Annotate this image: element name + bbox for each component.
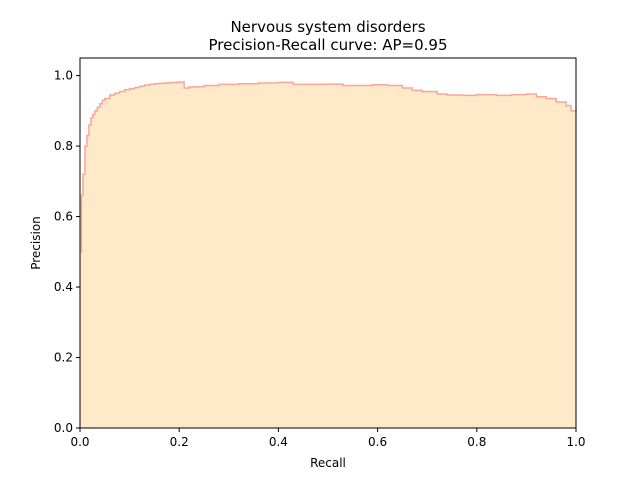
x-axis: 0.0 0.2 0.4 0.6 0.8 1.0 <box>70 428 586 449</box>
y-tick-label: 0.2 <box>54 351 73 365</box>
y-axis-label: Precision <box>29 216 43 270</box>
plot-area <box>80 81 577 428</box>
x-tick-label: 0.8 <box>467 435 486 449</box>
x-tick-label: 0.6 <box>368 435 387 449</box>
chart-title: Nervous system disorders <box>230 18 425 36</box>
pr-curve-fill <box>80 81 576 428</box>
y-axis: 0.0 0.2 0.4 0.6 0.8 1.0 <box>54 69 80 435</box>
plot-frame <box>79 57 577 429</box>
x-tick-label: 0.2 <box>170 435 189 449</box>
x-tick-label: 0.4 <box>269 435 288 449</box>
chart-subtitle: Precision-Recall curve: AP=0.95 <box>209 36 448 54</box>
x-axis-label: Recall <box>310 456 346 470</box>
y-tick-label: 1.0 <box>54 69 73 83</box>
x-tick-label: 1.0 <box>566 435 585 449</box>
y-tick-label: 0.6 <box>54 210 73 224</box>
y-tick-label: 0.8 <box>54 139 73 153</box>
x-tick-label: 0.0 <box>70 435 89 449</box>
y-tick-label: 0.4 <box>54 280 73 294</box>
y-tick-label: 0.0 <box>54 421 73 435</box>
pr-curve-line <box>80 81 577 253</box>
